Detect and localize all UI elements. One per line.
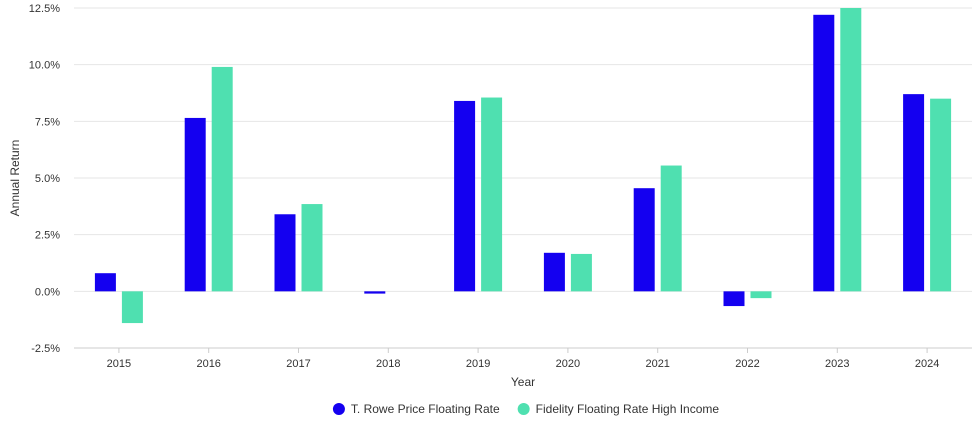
y-tick-label: 12.5% xyxy=(29,3,60,15)
bar-trowe-2015 xyxy=(94,273,116,292)
bar-fidelity-2019 xyxy=(481,97,503,292)
x-tick-label: 2023 xyxy=(825,358,849,370)
legend-item-trowe[interactable]: T. Rowe Price Floating Rate xyxy=(332,402,500,416)
x-tick-label: 2022 xyxy=(735,358,759,370)
y-tick-label: 5.0% xyxy=(35,173,60,185)
legend-label: T. Rowe Price Floating Rate xyxy=(351,402,500,416)
x-tick-label: 2018 xyxy=(376,358,400,370)
y-tick-label: 2.5% xyxy=(35,230,60,242)
legend-label: Fidelity Floating Rate High Income xyxy=(536,402,720,416)
x-tick-label: 2016 xyxy=(196,358,220,370)
legend-item-fidelity[interactable]: Fidelity Floating Rate High Income xyxy=(517,402,720,416)
bar-trowe-2021 xyxy=(633,188,655,292)
bar-trowe-2020 xyxy=(543,252,565,292)
y-tick-label: -2.5% xyxy=(31,343,60,355)
bar-trowe-2023 xyxy=(813,14,835,292)
bar-trowe-2019 xyxy=(454,100,476,292)
bar-trowe-2018 xyxy=(364,291,386,294)
x-tick-label: 2021 xyxy=(645,358,669,370)
x-tick-label: 2024 xyxy=(915,358,939,370)
bar-fidelity-2022 xyxy=(750,291,772,299)
y-tick-label: 10.0% xyxy=(29,60,60,72)
bar-fidelity-2024 xyxy=(930,98,952,292)
x-tick-label: 2020 xyxy=(556,358,580,370)
x-tick-label: 2017 xyxy=(286,358,310,370)
bar-trowe-2022 xyxy=(723,291,745,307)
bar-fidelity-2023 xyxy=(840,8,862,292)
bar-fidelity-2020 xyxy=(570,253,592,292)
y-tick-label: 0.0% xyxy=(35,286,60,298)
x-tick-label: 2015 xyxy=(107,358,131,370)
legend-swatch xyxy=(332,403,345,415)
bar-fidelity-2017 xyxy=(301,204,323,292)
bar-trowe-2017 xyxy=(274,214,296,292)
grid-lines xyxy=(74,7,972,349)
bar-trowe-2016 xyxy=(184,117,206,292)
x-tick-label: 2019 xyxy=(466,358,490,370)
y-axis-title: Annual Return xyxy=(8,140,22,217)
x-axis-ticks: 2015 2016 2017 2018 2019 2020 2021 2022 2023 2024 xyxy=(107,348,939,370)
y-axis-ticks: -2.5% 0.0% 2.5% 5.0% 7.5% 10.0% 12.5% xyxy=(29,3,60,355)
legend: T. Rowe Price Floating Rate Fidelity Floa… xyxy=(332,402,720,416)
bar-trowe-2024 xyxy=(903,94,925,292)
bar-fidelity-2021 xyxy=(660,165,682,292)
y-tick-label: 7.5% xyxy=(35,116,60,128)
bar-fidelity-2016 xyxy=(211,66,233,292)
bar-fidelity-2015 xyxy=(121,291,143,324)
legend-swatch xyxy=(517,403,530,415)
bars xyxy=(94,8,952,324)
x-axis-title: Year xyxy=(511,375,535,389)
